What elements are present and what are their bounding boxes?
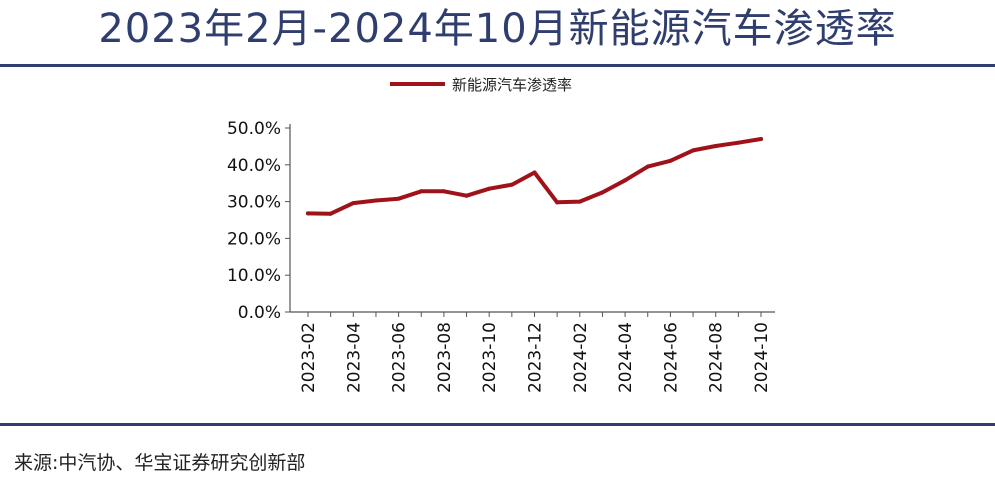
data-point <box>373 198 378 203</box>
title-divider <box>0 64 995 67</box>
data-point <box>532 170 537 175</box>
data-point <box>555 200 560 205</box>
data-point <box>577 199 582 204</box>
chart-legend: 新能源汽车渗透率 <box>390 76 572 94</box>
page-title: 2023年2月-2024年10月新能源汽车渗透率 <box>98 6 897 52</box>
y-tick-label: 30.0% <box>227 193 281 213</box>
data-point <box>509 182 514 187</box>
data-point <box>600 190 605 195</box>
data-point <box>713 144 718 149</box>
y-tick-label: 0.0% <box>238 303 281 323</box>
data-point <box>464 193 469 198</box>
x-tick-label: 2023-04 <box>344 322 364 393</box>
penetration-line-chart: 新能源汽车渗透率 0.0% 10.0% 20.0% 30.0% 40.0% 50.0% 2… <box>227 76 775 393</box>
y-tick-label: 50.0% <box>227 119 281 139</box>
data-point <box>691 148 696 153</box>
x-tick-label: 2023-12 <box>526 322 546 393</box>
x-tick-label: 2024-02 <box>571 322 591 393</box>
x-tick-label: 2023-02 <box>299 322 319 393</box>
source-note: 来源:中汽协、华宝证券研究创新部 <box>14 452 306 474</box>
data-point <box>759 137 763 142</box>
y-tick-label: 20.0% <box>227 229 281 249</box>
data-point <box>441 189 446 194</box>
x-tick-label: 2024-10 <box>752 322 772 393</box>
y-tick-label: 40.0% <box>227 156 281 176</box>
x-tick-label: 2023-06 <box>390 322 410 393</box>
data-point <box>487 186 492 191</box>
x-tick-label: 2024-06 <box>661 322 681 393</box>
data-point <box>396 196 401 201</box>
y-tick-label: 10.0% <box>227 266 281 286</box>
data-point <box>419 189 424 194</box>
data-point <box>736 140 741 145</box>
x-tick-label: 2024-04 <box>616 322 636 393</box>
data-point <box>328 211 333 216</box>
data-point <box>645 164 650 169</box>
data-point <box>623 178 628 183</box>
data-point <box>306 211 310 216</box>
data-point <box>351 201 356 206</box>
source-divider <box>0 423 995 426</box>
legend-label: 新能源汽车渗透率 <box>452 76 572 94</box>
x-tick-label: 2024-08 <box>707 322 727 393</box>
data-point <box>668 158 673 163</box>
x-tick-label: 2023-08 <box>435 322 455 393</box>
x-tick-label: 2023-10 <box>480 322 500 393</box>
